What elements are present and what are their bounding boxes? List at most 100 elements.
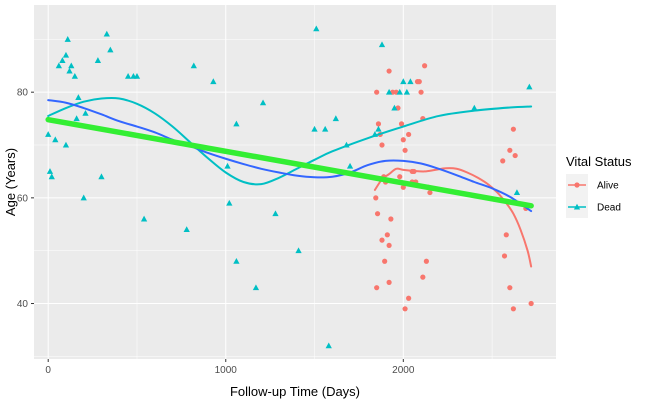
smooth-line-dead	[47, 96, 533, 186]
grid-minor	[34, 5, 556, 359]
point-alive	[386, 68, 392, 74]
point-dead	[259, 99, 267, 106]
point-alive	[507, 147, 513, 153]
point-dead	[471, 104, 478, 111]
point-alive	[418, 89, 424, 95]
point-dead	[396, 88, 403, 95]
point-alive	[512, 152, 518, 159]
legend-label-alive: Alive	[597, 181, 619, 192]
point-dead	[62, 141, 70, 148]
point-alive	[386, 279, 392, 285]
point-alive	[398, 121, 405, 127]
x-axis-title: Follow-up Time (Days)	[230, 384, 360, 399]
smooth-line-alive	[373, 167, 533, 268]
point-dead	[322, 125, 329, 132]
point-dead	[391, 104, 398, 111]
point-alive	[384, 232, 390, 238]
x-tick-label: 2000	[392, 365, 415, 376]
point-alive	[427, 189, 433, 196]
point-alive	[388, 216, 394, 222]
point-alive	[386, 242, 392, 249]
point-dead	[46, 168, 54, 174]
point-dead	[233, 120, 240, 127]
point-alive	[382, 258, 388, 264]
point-dead	[272, 210, 279, 217]
point-alive	[503, 232, 509, 238]
point-alive	[373, 195, 379, 201]
point-alive	[507, 285, 513, 291]
smooth-line-linear-fit	[45, 116, 534, 209]
point-alive	[374, 89, 380, 95]
point-alive	[406, 295, 412, 301]
point-alive	[402, 147, 408, 153]
point-dead	[252, 284, 260, 291]
point-dead	[311, 125, 318, 132]
point-alive	[374, 211, 381, 217]
point-dead	[378, 41, 386, 48]
point-dead	[325, 342, 332, 349]
point-dead	[140, 215, 148, 222]
legend-title: Vital Status	[566, 154, 632, 169]
point-alive	[500, 158, 506, 164]
point-dead	[190, 62, 197, 69]
point-alive	[510, 126, 516, 132]
point-dead	[94, 57, 102, 63]
point-alive	[416, 79, 422, 85]
point-alive	[402, 306, 408, 312]
y-axis-ticks: 40 60 80	[17, 88, 34, 310]
legend-label-dead: Dead	[597, 203, 621, 214]
point-dead	[59, 57, 66, 63]
plot-panel	[34, 5, 556, 359]
point-dead	[375, 125, 382, 132]
y-tick-label: 40	[17, 299, 29, 310]
point-dead	[346, 162, 354, 169]
lines-layer	[45, 96, 534, 268]
point-alive	[406, 131, 412, 138]
point-dead	[82, 110, 89, 116]
point-dead	[403, 88, 410, 95]
point-dead	[226, 199, 233, 206]
point-dead	[64, 36, 71, 42]
point-alive	[379, 142, 385, 148]
point-dead	[513, 189, 521, 196]
point-alive	[397, 174, 403, 180]
point-alive	[423, 258, 429, 264]
point-dead	[400, 78, 407, 85]
x-axis-ticks: 0 1000 2000	[45, 359, 415, 376]
legend-marker-alive	[574, 182, 580, 188]
point-dead	[71, 73, 78, 79]
smooth-line-overall	[47, 99, 533, 213]
point-dead	[66, 67, 73, 74]
point-dead	[233, 257, 240, 264]
point-dead	[103, 30, 110, 37]
point-alive	[420, 274, 426, 280]
x-tick-label: 1000	[215, 365, 238, 376]
point-alive	[379, 237, 385, 243]
legend-entries: Alive Dead	[566, 174, 621, 218]
point-dead	[98, 173, 105, 180]
x-tick-label: 0	[45, 365, 51, 376]
y-axis-title: Age (Years)	[3, 148, 18, 216]
legend-marker-dead	[573, 203, 581, 210]
point-dead	[124, 73, 132, 79]
point-dead	[75, 94, 82, 100]
point-dead	[107, 46, 114, 53]
point-dead	[385, 88, 393, 95]
point-alive	[528, 300, 534, 307]
point-dead	[80, 194, 87, 201]
point-dead	[183, 226, 190, 233]
point-dead	[210, 78, 217, 85]
point-dead	[55, 62, 62, 69]
point-dead	[526, 83, 533, 90]
point-alive	[375, 121, 382, 127]
point-alive	[422, 63, 428, 69]
point-alive	[501, 253, 508, 259]
point-alive	[510, 306, 516, 312]
point-dead	[313, 25, 320, 32]
grid-major	[34, 5, 556, 359]
point-dead	[73, 115, 80, 122]
point-dead	[45, 131, 52, 137]
y-tick-label: 60	[17, 193, 29, 204]
point-dead	[52, 136, 59, 143]
